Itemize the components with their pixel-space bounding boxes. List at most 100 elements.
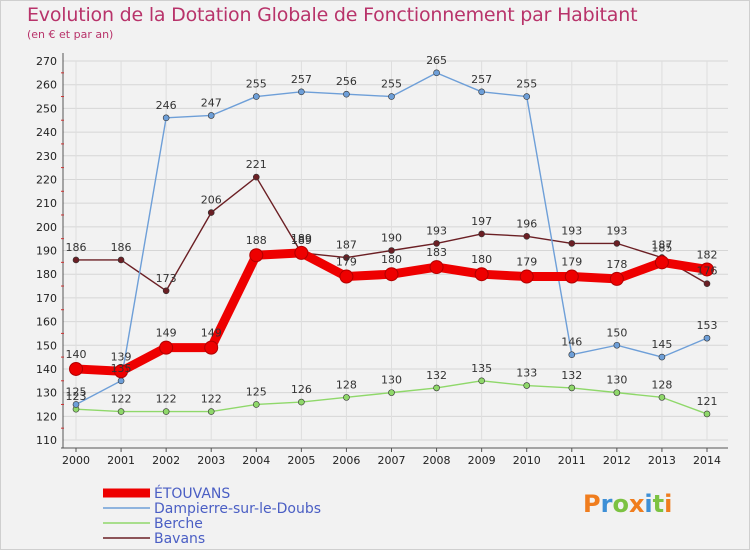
logo-letter: r xyxy=(600,490,613,518)
legend-label-bavans: Bavans xyxy=(154,531,205,547)
y-tick-label: 230 xyxy=(36,150,57,163)
y-tick-label: 140 xyxy=(36,363,57,376)
point-etouvans xyxy=(384,267,399,282)
point-etouvans xyxy=(700,262,714,277)
point-etouvans xyxy=(249,248,264,263)
data-label-etouvans: 180 xyxy=(471,253,492,266)
x-tick-label: 2000 xyxy=(62,454,90,467)
point-berche xyxy=(703,410,711,418)
data-label-berche: 128 xyxy=(651,378,672,391)
logo-letter: i xyxy=(664,490,673,518)
point-berche xyxy=(298,398,305,406)
logo-letter: P xyxy=(583,490,601,518)
data-label-dampierre-sur-le-doubs: 153 xyxy=(697,319,718,332)
y-tick-label: 110 xyxy=(36,434,57,447)
data-label-etouvans: 183 xyxy=(426,246,447,259)
data-label-dampierre-sur-le-doubs: 256 xyxy=(336,75,357,88)
point-berche xyxy=(207,408,215,415)
x-tick-label: 2012 xyxy=(603,454,631,467)
point-dampierre-sur-le-doubs xyxy=(72,401,80,408)
y-tick-label: 170 xyxy=(36,292,57,305)
y-tick-label: 210 xyxy=(36,197,57,210)
point-bavans xyxy=(703,280,711,287)
data-label-bavans: 187 xyxy=(651,239,672,252)
x-tick-label: 2003 xyxy=(197,454,225,467)
data-label-bavans: 221 xyxy=(246,158,267,171)
data-labels: 186 186 173 206 221 189 187 190 193 197 196 193 193 1… xyxy=(66,54,718,408)
data-label-etouvans: 185 xyxy=(651,241,672,254)
point-berche xyxy=(613,389,621,396)
y-tick-label: 260 xyxy=(36,79,57,92)
x-tick-label: 2002 xyxy=(152,454,180,467)
point-dampierre-sur-le-doubs xyxy=(252,93,260,100)
logo-letter: t xyxy=(652,490,665,518)
data-label-dampierre-sur-le-doubs: 150 xyxy=(606,326,627,339)
logo-letter: x xyxy=(628,490,645,518)
point-berche xyxy=(568,384,576,392)
x-tick-label: 2013 xyxy=(648,454,676,467)
legend-label-etouvans: ÉTOUVANS xyxy=(154,485,230,502)
point-bavans xyxy=(72,256,80,264)
data-label-dampierre-sur-le-doubs: 246 xyxy=(156,99,177,112)
data-label-bavans: 186 xyxy=(111,241,132,254)
data-label-berche: 125 xyxy=(246,385,267,398)
data-label-berche: 130 xyxy=(381,374,402,387)
series-lines xyxy=(69,69,714,418)
data-label-berche: 132 xyxy=(426,369,447,382)
data-label-berche: 122 xyxy=(111,393,132,406)
logo-letter: i xyxy=(644,490,653,518)
point-etouvans xyxy=(159,340,174,355)
data-label-dampierre-sur-le-doubs: 255 xyxy=(516,78,537,91)
x-tick-label: 2006 xyxy=(332,454,360,467)
y-tick-label: 240 xyxy=(36,126,57,139)
data-label-etouvans: 182 xyxy=(697,248,718,261)
data-label-dampierre-sur-le-doubs: 125 xyxy=(66,385,87,398)
y-tick-label: 220 xyxy=(36,173,57,186)
data-label-berche: 121 xyxy=(697,395,718,408)
data-label-berche: 135 xyxy=(471,362,492,375)
legend-label-berche: Berche xyxy=(154,516,203,532)
point-dampierre-sur-le-doubs xyxy=(703,334,711,342)
data-label-bavans: 186 xyxy=(66,241,87,254)
point-bavans xyxy=(117,256,125,264)
point-bavans xyxy=(343,254,350,261)
point-dampierre-sur-le-doubs xyxy=(117,377,125,385)
y-tick-label: 130 xyxy=(36,387,57,400)
point-bavans xyxy=(207,209,215,216)
data-label-etouvans: 178 xyxy=(606,258,627,271)
point-etouvans xyxy=(474,267,489,282)
point-berche xyxy=(478,377,485,385)
point-berche xyxy=(388,389,395,396)
point-bavans xyxy=(252,173,260,181)
data-label-etouvans: 179 xyxy=(516,256,537,269)
point-etouvans xyxy=(114,364,129,379)
point-bavans xyxy=(478,230,485,238)
point-bavans xyxy=(162,287,170,295)
point-berche xyxy=(433,384,440,392)
axes xyxy=(61,53,728,452)
x-tick-label: 2008 xyxy=(423,454,451,467)
data-label-bavans: 193 xyxy=(561,224,582,237)
point-berche xyxy=(117,408,125,415)
x-tick-label: 2005 xyxy=(287,454,315,467)
point-bavans xyxy=(523,232,531,240)
point-etouvans xyxy=(519,269,534,284)
point-berche xyxy=(523,382,531,389)
point-dampierre-sur-le-doubs xyxy=(207,112,215,119)
x-tick-label: 2010 xyxy=(513,454,541,467)
data-label-bavans: 193 xyxy=(606,224,627,237)
chart-subtitle: (en € et par an) xyxy=(27,28,114,41)
data-label-bavans: 173 xyxy=(156,272,177,285)
point-dampierre-sur-le-doubs xyxy=(162,114,170,122)
point-berche xyxy=(162,408,170,415)
data-label-etouvans: 139 xyxy=(111,350,132,363)
data-label-dampierre-sur-le-doubs: 145 xyxy=(651,338,672,351)
point-dampierre-sur-le-doubs xyxy=(568,351,576,359)
data-label-berche: 123 xyxy=(66,390,87,403)
data-label-bavans: 190 xyxy=(381,232,402,245)
data-label-bavans: 187 xyxy=(336,239,357,252)
legend: ÉTOUVANSDampierre-sur-le-DoubsBercheBava… xyxy=(103,485,321,547)
point-etouvans xyxy=(294,245,309,260)
y-tick-label: 120 xyxy=(36,410,57,423)
